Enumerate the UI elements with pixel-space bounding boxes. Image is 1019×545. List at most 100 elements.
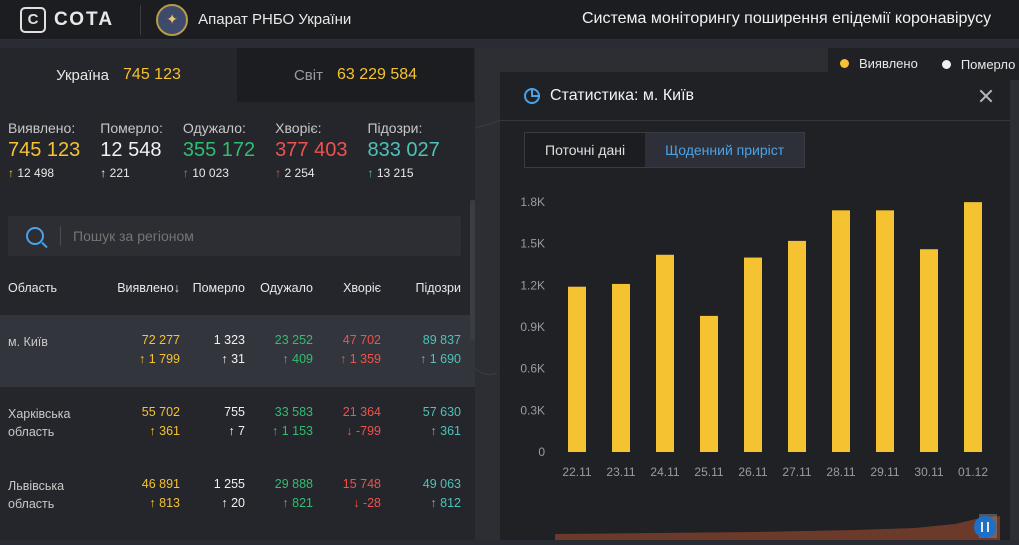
bar[interactable] [920, 249, 938, 452]
table-scrollbar[interactable] [470, 200, 475, 340]
delta-value: 31 [231, 352, 245, 366]
cell-delta: ↓ -28 [313, 496, 381, 510]
delta-value: 7 [238, 424, 245, 438]
delta-arrow-icon: ↑ [339, 352, 347, 366]
table-cell: 29 888 ↑ 821 [245, 459, 313, 531]
bar[interactable] [700, 315, 718, 452]
tab-world-label: Світ [293, 66, 323, 84]
cell-value: 72 277 [141, 333, 180, 347]
stat-delta-value: 221 [109, 166, 130, 180]
cell-value: 57 630 [422, 405, 461, 419]
stat-suspected: Підозри: 833 027 ↑ 13 215 [367, 120, 439, 200]
stat-value: 745 123 [8, 139, 81, 161]
table-cell: 755 ↑ 7 [180, 387, 245, 459]
stat-label: Померло: [100, 120, 163, 136]
search-icon[interactable] [26, 227, 44, 245]
stat-delta: ↑ 10 023 [183, 166, 255, 180]
delta-arrow-icon: ↑ [271, 424, 279, 438]
table-row[interactable]: Харківська область 55 702 ↑ 361 755 ↑ 7 33 58… [0, 387, 475, 459]
col-active[interactable]: Хворіє [343, 280, 381, 295]
table-cell: 55 702 ↑ 361 [100, 387, 180, 459]
tab-world[interactable]: Світ 63 229 584 [237, 48, 474, 102]
close-icon[interactable] [976, 86, 996, 106]
delta-arrow-icon: ↑ [149, 496, 156, 510]
bar[interactable] [744, 257, 762, 452]
table-cell: 49 063 ↑ 812 [381, 459, 461, 531]
search-input[interactable] [73, 228, 373, 244]
table-cell: 21 364 ↓ -799 [313, 387, 381, 459]
delta-arrow-icon: ↓ [346, 424, 353, 438]
cell-value: 21 364 [342, 405, 381, 419]
delta-value: -28 [362, 496, 381, 510]
bar[interactable] [876, 210, 894, 452]
region-table-body: м. Київ 72 277 ↑ 1 799 1 323 ↑ 31 23 252 ↑ 409… [0, 315, 475, 531]
table-row[interactable]: Львівська область 46 891 ↑ 813 1 255 ↑ 20 29 … [0, 459, 475, 531]
delta-value: -799 [355, 424, 381, 438]
cell-delta: ↑ 361 [381, 424, 461, 438]
table-cell: 33 583 ↑ 1 153 [245, 387, 313, 459]
logo-text: СОТА [54, 8, 115, 30]
region-search [8, 216, 461, 256]
col-recovered[interactable]: Одужало [260, 280, 313, 295]
stat-value: 833 027 [367, 139, 440, 161]
bar[interactable] [612, 283, 630, 452]
table-cell: 57 630 ↑ 361 [381, 387, 461, 459]
cell-value: 47 702 [342, 333, 381, 347]
region-name: м. Київ [8, 335, 48, 349]
delta-value: 1 153 [281, 424, 313, 438]
table-cell: 23 252 ↑ 409 [245, 315, 313, 387]
stat-delta: ↑ 12 498 [8, 166, 80, 180]
delta-arrow-icon: ↑ [149, 424, 156, 438]
table-cell: 1 323 ↑ 31 [180, 315, 245, 387]
timeline-brush[interactable] [555, 512, 1000, 540]
stat-delta-value: 12 498 [17, 166, 55, 180]
bar[interactable] [832, 210, 850, 452]
table-cell: 47 702 ↑ 1 359 [313, 315, 381, 387]
delta-value: 1 690 [429, 352, 461, 366]
table-row[interactable]: м. Київ 72 277 ↑ 1 799 1 323 ↑ 31 23 252 ↑ 409… [0, 315, 475, 387]
bar[interactable] [788, 240, 806, 452]
x-tick-label: 26.11 [738, 465, 767, 479]
legend-deaths[interactable]: Померло [930, 48, 1019, 80]
bar[interactable] [568, 286, 586, 452]
table-cell: 1 255 ↑ 20 [180, 459, 245, 531]
system-title: Система моніторингу поширення епідемії к… [582, 10, 992, 27]
logo-mark-icon: С [20, 6, 46, 33]
table-cell: 89 837 ↑ 1 690 [381, 315, 461, 387]
daily-growth-chart: 0 0.3K 0.6K 0.9K 1.2K 1.5K 1.8K 22.11 23.11 24.11… [520, 195, 988, 479]
summary-stats: Виявлено: 745 123 ↑ 12 498 Померло: 12 5… [0, 102, 475, 200]
top-bar: С СОТА ✦ Апарат РНБО України Система мон… [0, 0, 1019, 40]
stat-delta-value: 2 254 [284, 166, 315, 180]
daily-growth-button[interactable]: Щоденний приріст [645, 133, 805, 167]
handle-grip [987, 522, 989, 532]
col-region[interactable]: Область [8, 280, 58, 295]
timeline-handle-icon[interactable] [974, 516, 996, 538]
col-suspected[interactable]: Підозри [415, 280, 461, 295]
bar[interactable] [656, 254, 674, 452]
y-tick-label: 0.9K [520, 320, 545, 334]
stat-value: 377 403 [275, 139, 348, 161]
x-tick-label: 24.11 [650, 465, 679, 479]
delta-arrow-icon: ↑ [228, 424, 235, 438]
search-divider [60, 226, 61, 246]
cell-value: 33 583 [274, 405, 313, 419]
stats-panel: Статистика: м. Київ Поточні дані Щоденни… [500, 72, 1010, 540]
cell-value: 1 255 [213, 477, 245, 491]
delta-value: 409 [292, 352, 313, 366]
tab-ukraine-label: Україна [56, 66, 110, 84]
arrow-up-icon: ↑ [275, 166, 282, 180]
delta-arrow-icon: ↑ [282, 352, 289, 366]
delta-value: 821 [292, 496, 313, 510]
stat-delta: ↑ 13 215 [367, 166, 439, 180]
sota-logo[interactable]: С СОТА [20, 6, 115, 33]
tab-ukraine[interactable]: Україна 745 123 [0, 48, 237, 102]
region-name: Харківська область [8, 407, 71, 439]
col-deaths[interactable]: Померло [192, 280, 245, 295]
col-confirmed[interactable]: Виявлено↓ [117, 280, 180, 295]
y-tick-label: 1.2K [520, 278, 545, 292]
cell-delta: ↑ 409 [245, 352, 313, 366]
stat-delta-value: 10 023 [192, 166, 229, 180]
bar[interactable] [964, 202, 982, 452]
stat-delta: ↑ 2 254 [275, 166, 347, 180]
current-data-button[interactable]: Поточні дані [525, 133, 646, 167]
